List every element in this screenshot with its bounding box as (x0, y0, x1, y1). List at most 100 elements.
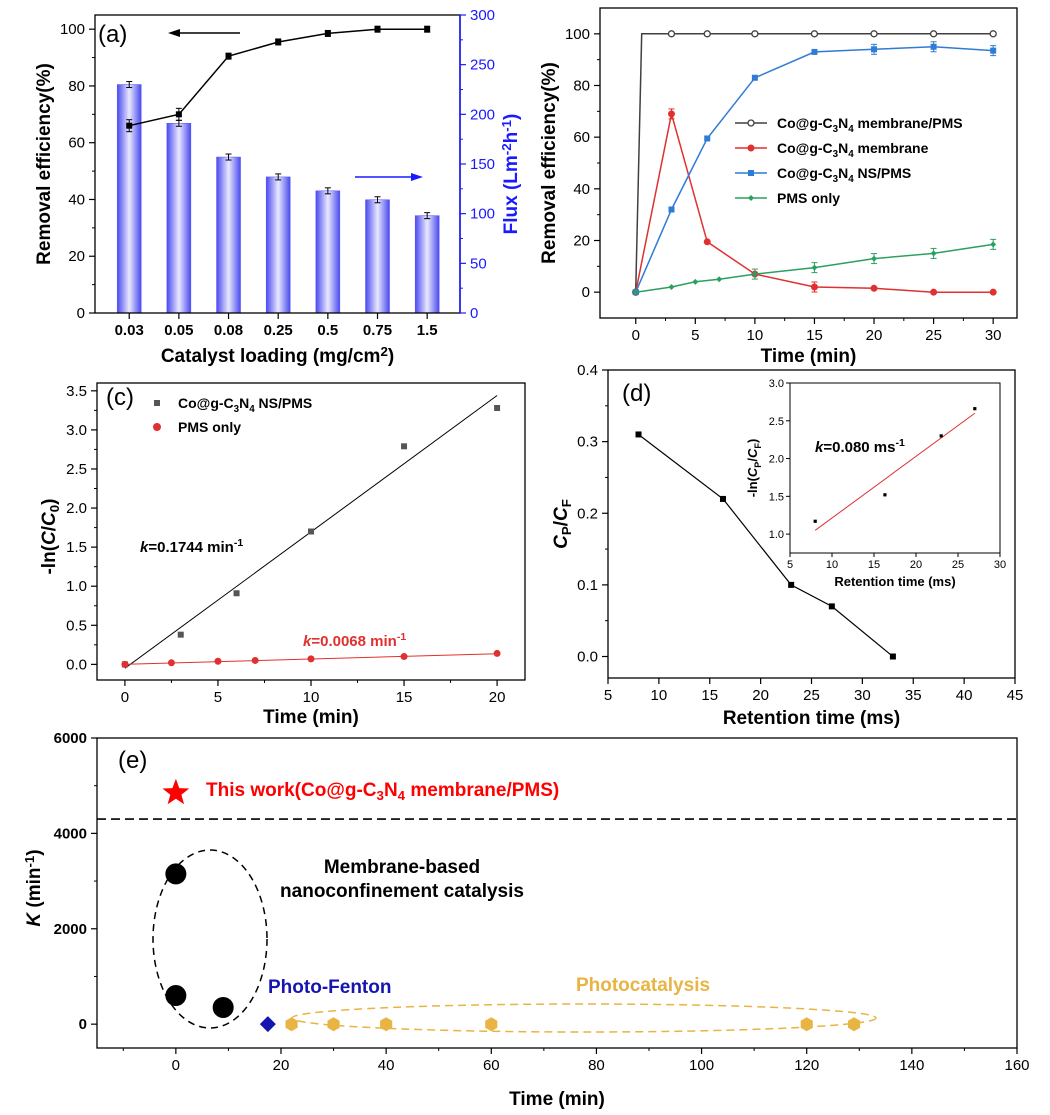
series-point (704, 135, 711, 142)
this-work-star (162, 778, 190, 805)
data-point (167, 659, 175, 667)
text-span: / (551, 520, 572, 526)
text-span: P (559, 526, 574, 535)
x-tick-label: 20 (752, 687, 769, 704)
y-tick-label: 0.5 (66, 617, 87, 634)
y-tick-label: 60 (68, 135, 85, 152)
data-point (307, 655, 315, 663)
membrane-group-ellipse (152, 849, 268, 1029)
series-point (668, 206, 675, 213)
panel-e-rate-comparison-chart: 0 20 40 60 80 100 120 140 160 0 2000 4000 6000 This w… (22, 730, 1030, 1110)
text-span: P (753, 462, 763, 468)
series-point (667, 110, 675, 118)
text-span: PMS only (777, 190, 840, 206)
text-span: NS/PMS (255, 395, 313, 411)
inset-rate-label: k=0.080 ms-1​ (815, 437, 905, 456)
removal-point (374, 26, 381, 33)
inset-y-tick-label: 1.0 (769, 529, 784, 541)
text-span: F (559, 499, 574, 507)
text-span: ) (24, 849, 45, 855)
inset-x-tick-label: 10 (826, 559, 838, 571)
y-tick-label: 1.5 (66, 539, 87, 556)
retention-point (635, 431, 642, 438)
x-tick-label: 0.5 (317, 322, 338, 339)
inset-point (813, 519, 817, 523)
flux-bar (216, 156, 241, 314)
series-line (634, 113, 994, 293)
y-tick-label: 80 (573, 78, 590, 95)
text-span: k (140, 539, 149, 556)
text-span: -1 (234, 537, 243, 549)
legend-marker (748, 170, 754, 176)
flux-bar (414, 215, 440, 314)
text-span: =0.0068 min (311, 633, 396, 650)
text-span: Removal efficiency(%) (539, 62, 560, 264)
legend-marker (153, 423, 161, 431)
x-tick-label: 20 (273, 1057, 290, 1074)
data-point (400, 653, 408, 661)
rate-label-ns: k=0.1744 min-1​ (140, 537, 243, 556)
flux-bar (365, 199, 390, 314)
y-tick-label: 40 (68, 191, 85, 208)
text-span: Catalyst loading (mg/cm (161, 346, 381, 367)
x-tick-label: 140 (899, 1057, 924, 1074)
x-tick-label: 100 (689, 1057, 714, 1074)
inset-point (883, 493, 887, 497)
inset-y-tick-label: 1.5 (769, 491, 784, 503)
panel-label: (c) (106, 384, 134, 411)
series-point (692, 278, 699, 285)
panel-a-removal-flux-chart: 0.03 0.05 0.08 0.25 0.5 0.75 1.5 0 20 40 60 80 100 0 5… (34, 7, 522, 367)
y-tick-label: 6000 (54, 730, 87, 747)
legend-marker (747, 144, 755, 152)
x-tick-label: 25 (803, 687, 820, 704)
text-span: 4 (249, 404, 255, 415)
x-tick-label: 40 (956, 687, 973, 704)
text-span: C (39, 512, 60, 526)
series-line (635, 46, 994, 293)
y-tick-label: 1.0 (66, 578, 87, 595)
series-point (751, 30, 759, 38)
retention-point (889, 653, 896, 660)
series-point (930, 43, 937, 50)
removal-point (324, 30, 331, 37)
y-tick-label: 2000 (54, 921, 87, 938)
data-point (494, 405, 501, 412)
x-tick-label: 0.05 (164, 322, 193, 339)
y-axis-title: CP​/CF​ (551, 499, 574, 549)
text-span: k (815, 439, 824, 456)
x-tick-label: 80 (588, 1057, 605, 1074)
data-point (121, 660, 129, 668)
x-tick-label: 10 (747, 327, 764, 344)
retention-point (788, 581, 795, 588)
text-span: ) (388, 346, 394, 367)
text-span: Co@g-C (777, 140, 833, 156)
photocatalysis-point (485, 1017, 498, 1032)
right-tick-label: 0 (470, 305, 478, 322)
panel-d-retention-chart: 5 10 15 20 25 30 35 40 45 0.0 0.1 0.2 0.3 0.4 (d) Reten… (551, 362, 1023, 729)
legend-label: Co@g-C3​N4​ membrane (777, 140, 929, 160)
x-tick-label: 0.08 (214, 322, 243, 339)
y-tick-label: 0.2 (577, 505, 598, 522)
series-line (634, 33, 994, 293)
y-tick-label: 20 (573, 233, 590, 250)
text-span: (min (24, 868, 45, 913)
text-span: C (551, 535, 572, 549)
x-tick-label: 15 (701, 687, 718, 704)
x-tick-label: 25 (925, 327, 942, 344)
x-axis-title: Time (min) (761, 346, 857, 367)
photocatalysis-point (327, 1017, 340, 1032)
data-point (233, 590, 240, 597)
text-span: / (39, 525, 60, 531)
text-span: membrane/PMS) (405, 780, 559, 801)
text-span: C (551, 507, 572, 521)
y-tick-label: 2.0 (66, 500, 87, 517)
membrane-point (165, 863, 187, 885)
y-tick-label: 0 (582, 284, 590, 301)
data-point (308, 528, 314, 535)
text-span: C (745, 467, 760, 477)
x-tick-label: 0 (632, 327, 640, 344)
series-point (871, 46, 878, 53)
text-span: -ln( (745, 476, 760, 497)
text-span: NS/PMS (854, 165, 912, 181)
inset-point (973, 407, 977, 411)
